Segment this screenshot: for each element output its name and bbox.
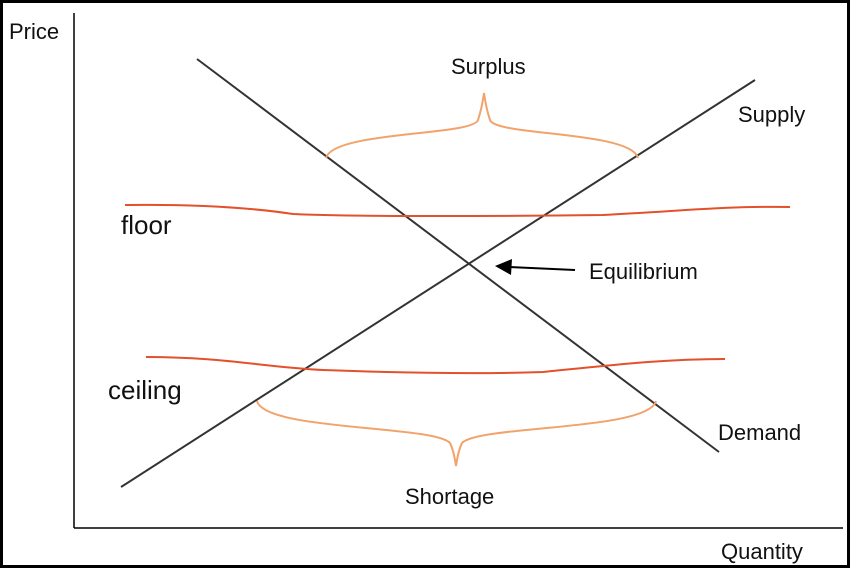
price-ceiling-line bbox=[145, 356, 726, 375]
ceiling-label: ceiling bbox=[108, 375, 182, 405]
equilibrium-arrowhead bbox=[495, 259, 512, 275]
demand-label: Demand bbox=[718, 420, 801, 445]
floor-label: floor bbox=[121, 210, 172, 240]
x-axis-label: Quantity bbox=[721, 539, 803, 564]
surplus-brace bbox=[325, 92, 639, 159]
supply-demand-diagram: Price Quantity Supply Demand Surplus Sho… bbox=[9, 13, 843, 564]
equilibrium-label: Equilibrium bbox=[589, 259, 698, 284]
equilibrium-arrow bbox=[508, 266, 576, 271]
shortage-brace bbox=[256, 400, 657, 467]
surplus-label: Surplus bbox=[451, 54, 526, 79]
y-axis-label: Price bbox=[9, 19, 59, 44]
shortage-label: Shortage bbox=[405, 484, 494, 509]
price-floor-line bbox=[124, 203, 791, 217]
supply-label: Supply bbox=[738, 102, 805, 127]
demand-line bbox=[196, 58, 720, 453]
supply-line bbox=[120, 79, 756, 488]
